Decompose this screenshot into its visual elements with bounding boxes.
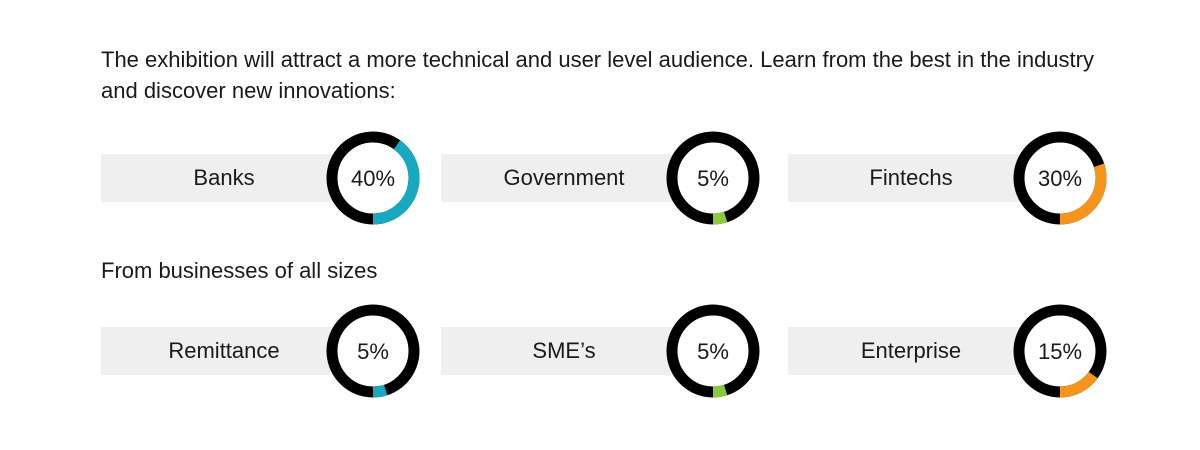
stat-sme-s: SME’s 5%	[441, 303, 761, 399]
donut-chart: 5%	[666, 131, 760, 225]
stat-bar	[101, 154, 371, 202]
donut-chart: 5%	[326, 304, 420, 398]
stat-label: Remittance	[168, 338, 280, 363]
stat-fintechs: Fintechs 30%	[788, 130, 1108, 226]
stat-label: SME’s	[532, 338, 596, 363]
donut-segment	[666, 304, 760, 398]
donut-value-label: 5%	[357, 339, 389, 364]
stat-label: Fintechs	[869, 165, 953, 190]
donut-value-label: 30%	[1038, 166, 1082, 191]
section-label: From businesses of all sizes	[101, 258, 378, 283]
donut-segment	[666, 131, 760, 225]
stat-bar	[441, 327, 711, 375]
donut-segment	[1013, 304, 1107, 398]
donut-value-label: 5%	[697, 339, 729, 364]
stat-remittance: Remittance 5%	[101, 303, 421, 399]
stat-bar	[788, 327, 1058, 375]
donut-chart: 30%	[1013, 131, 1107, 225]
intro-text: The exhibition will attract a more techn…	[101, 47, 1094, 103]
stat-label: Banks	[193, 165, 255, 190]
stat-bar	[788, 154, 1058, 202]
donut-value-label: 15%	[1038, 339, 1082, 364]
donut-segment	[1013, 131, 1107, 225]
stat-label: Government	[503, 165, 625, 190]
donut-chart: 15%	[1013, 304, 1107, 398]
donut-segment	[326, 131, 420, 225]
stat-bar	[101, 327, 371, 375]
stat-bar	[441, 154, 711, 202]
donut-value-label: 40%	[351, 166, 395, 191]
donut-value-label: 5%	[697, 166, 729, 191]
stat-enterprise: Enterprise 15%	[788, 303, 1108, 399]
stat-banks: Banks 40%	[101, 130, 421, 226]
stat-government: Government 5%	[441, 130, 761, 226]
stat-label: Enterprise	[860, 338, 962, 363]
donut-chart: 5%	[666, 304, 760, 398]
donut-segment	[326, 304, 420, 398]
donut-chart: 40%	[326, 131, 420, 225]
